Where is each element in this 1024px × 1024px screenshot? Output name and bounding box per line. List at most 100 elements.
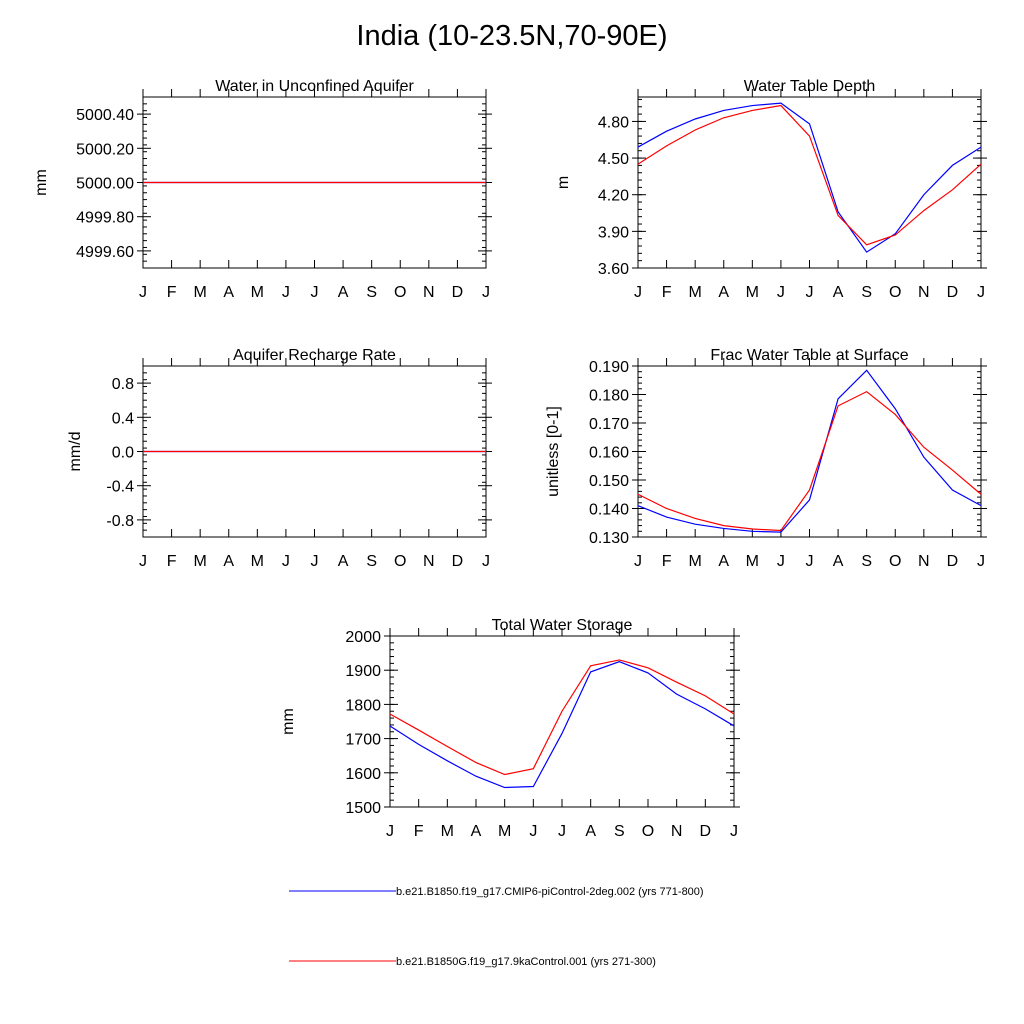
x-tick-label: J bbox=[634, 553, 642, 570]
chart-title: Water Table Depth bbox=[744, 78, 876, 95]
x-tick-label: A bbox=[223, 553, 234, 570]
x-tick-label: A bbox=[833, 284, 844, 301]
y-tick-label: 0.180 bbox=[589, 388, 629, 405]
y-axis-label: mm/d bbox=[67, 432, 84, 472]
y-tick-label: 3.90 bbox=[598, 224, 629, 241]
series-line-1 bbox=[389, 661, 735, 789]
y-tick-label: 2000 bbox=[345, 629, 381, 646]
x-tick-label: A bbox=[718, 284, 729, 301]
x-tick-label: N bbox=[423, 553, 435, 570]
x-tick-label: A bbox=[833, 553, 844, 570]
x-tick-label: F bbox=[167, 553, 177, 570]
x-tick-label: F bbox=[167, 284, 177, 301]
x-tick-label: S bbox=[614, 823, 625, 840]
x-tick-label: J bbox=[634, 284, 642, 301]
x-tick-label: M bbox=[689, 553, 702, 570]
x-tick-label: F bbox=[414, 823, 424, 840]
y-axis-label: unitless [0-1] bbox=[545, 406, 562, 497]
y-tick-label: 1700 bbox=[345, 732, 381, 749]
x-tick-label: N bbox=[671, 823, 683, 840]
chart-title: Frac Water Table at Surface bbox=[710, 347, 908, 364]
y-tick-label: 5000.00 bbox=[76, 176, 134, 193]
series-line-1 bbox=[637, 102, 982, 253]
y-tick-label: 1600 bbox=[345, 766, 381, 783]
x-tick-label: M bbox=[689, 284, 702, 301]
x-tick-label: M bbox=[498, 823, 511, 840]
figure-title: India (10-23.5N,70-90E) bbox=[356, 20, 668, 52]
x-tick-label: A bbox=[338, 284, 349, 301]
series-line-2 bbox=[637, 390, 982, 532]
x-tick-label: D bbox=[947, 284, 959, 301]
y-tick-label: 4.80 bbox=[598, 114, 629, 131]
chart-fwt: Frac Water Table at Surface unitless [0-1… bbox=[545, 347, 987, 570]
y-tick-label: 0.160 bbox=[589, 445, 629, 462]
x-tick-label: F bbox=[662, 284, 672, 301]
x-tick-label: S bbox=[366, 553, 377, 570]
x-tick-label: F bbox=[662, 553, 672, 570]
x-tick-label: J bbox=[529, 823, 537, 840]
x-tick-label: A bbox=[223, 284, 234, 301]
x-tick-label: D bbox=[947, 553, 959, 570]
x-tick-label: J bbox=[482, 553, 490, 570]
chart-title: Water in Unconfined Aquifer bbox=[215, 78, 414, 95]
y-tick-label: 0.4 bbox=[112, 410, 134, 427]
x-tick-label: A bbox=[338, 553, 349, 570]
x-tick-label: O bbox=[394, 284, 406, 301]
series-line-2 bbox=[637, 104, 982, 246]
y-tick-label: 1900 bbox=[345, 663, 381, 680]
y-tick-label: -0.8 bbox=[106, 513, 134, 530]
y-axis-label: mm bbox=[280, 708, 297, 735]
x-tick-label: M bbox=[746, 284, 759, 301]
y-tick-label: 0.130 bbox=[589, 530, 629, 547]
x-tick-label: J bbox=[311, 553, 319, 570]
x-tick-label: J bbox=[282, 284, 290, 301]
x-tick-label: M bbox=[251, 553, 264, 570]
x-tick-label: J bbox=[730, 823, 738, 840]
x-tick-label: J bbox=[558, 823, 566, 840]
plot-frame bbox=[389, 635, 735, 808]
y-tick-label: 4999.80 bbox=[76, 210, 134, 227]
x-tick-label: J bbox=[777, 284, 785, 301]
legend-entry-2: b.e21.B1850G.f19_g17.9kaControl.001 (yrs… bbox=[289, 956, 656, 968]
x-tick-label: A bbox=[585, 823, 596, 840]
x-tick-label: M bbox=[746, 553, 759, 570]
y-tick-label: 0.0 bbox=[112, 445, 134, 462]
y-tick-label: 5000.40 bbox=[76, 107, 134, 124]
chart-title: Aquifer Recharge Rate bbox=[233, 347, 396, 364]
x-tick-label: N bbox=[918, 284, 930, 301]
y-axis-label: mm bbox=[33, 169, 50, 196]
x-tick-label: M bbox=[251, 284, 264, 301]
x-tick-label: J bbox=[386, 823, 394, 840]
y-tick-label: 4.50 bbox=[598, 151, 629, 168]
y-axis-label: m bbox=[555, 176, 572, 189]
plot-frame bbox=[637, 96, 982, 269]
y-tick-label: -0.4 bbox=[106, 479, 134, 496]
y-tick-label: 4999.60 bbox=[76, 244, 134, 261]
chart-title: Total Water Storage bbox=[492, 617, 633, 634]
x-tick-label: O bbox=[394, 553, 406, 570]
legend-label-1: b.e21.B1850.f19_g17.CMIP6-piControl-2deg… bbox=[396, 886, 704, 898]
x-tick-label: J bbox=[139, 284, 147, 301]
y-tick-label: 0.150 bbox=[589, 473, 629, 490]
x-tick-label: J bbox=[806, 553, 814, 570]
x-tick-label: J bbox=[482, 284, 490, 301]
x-tick-label: J bbox=[777, 553, 785, 570]
x-tick-label: N bbox=[423, 284, 435, 301]
x-tick-label: A bbox=[471, 823, 482, 840]
y-tick-label: 0.170 bbox=[589, 416, 629, 433]
x-tick-label: D bbox=[700, 823, 712, 840]
x-tick-label: M bbox=[441, 823, 454, 840]
y-tick-label: 0.140 bbox=[589, 502, 629, 519]
x-tick-label: M bbox=[194, 284, 207, 301]
x-tick-label: S bbox=[861, 553, 872, 570]
x-tick-label: J bbox=[139, 553, 147, 570]
y-tick-label: 0.8 bbox=[112, 376, 134, 393]
y-tick-label: 0.190 bbox=[589, 359, 629, 376]
x-tick-label: J bbox=[977, 553, 985, 570]
y-tick-label: 3.60 bbox=[598, 261, 629, 278]
x-tick-label: J bbox=[977, 284, 985, 301]
